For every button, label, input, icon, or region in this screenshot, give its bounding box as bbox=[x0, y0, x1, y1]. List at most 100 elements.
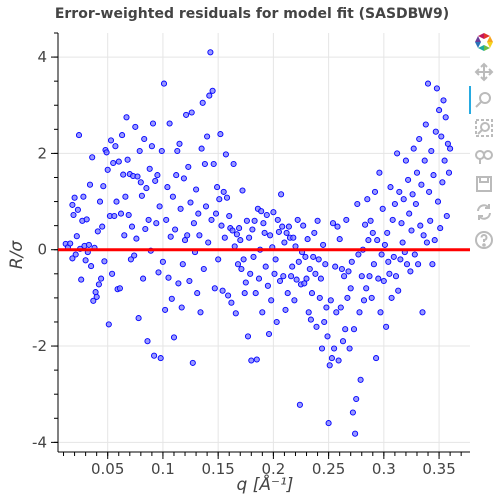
x-tick-label: 0.1 bbox=[151, 460, 175, 478]
data-point bbox=[234, 261, 242, 268]
data-point bbox=[218, 222, 225, 229]
data-point bbox=[168, 295, 175, 302]
data-point bbox=[408, 227, 415, 234]
data-point bbox=[180, 175, 187, 182]
data-point bbox=[242, 279, 249, 286]
data-point bbox=[176, 140, 183, 147]
data-point bbox=[162, 306, 169, 313]
data-point bbox=[136, 147, 143, 155]
data-point bbox=[83, 216, 90, 223]
data-point bbox=[323, 304, 330, 311]
data-point bbox=[445, 169, 453, 176]
data-point bbox=[178, 304, 185, 311]
data-point bbox=[308, 290, 316, 297]
data-point bbox=[206, 92, 213, 99]
data-point bbox=[238, 265, 245, 273]
data-point bbox=[356, 309, 363, 316]
data-point bbox=[268, 297, 275, 304]
data-point bbox=[431, 237, 438, 244]
y-tick-label: 2 bbox=[37, 144, 47, 162]
data-point bbox=[186, 277, 193, 285]
data-point bbox=[294, 216, 301, 223]
data-point bbox=[123, 114, 130, 121]
data-point bbox=[96, 198, 104, 205]
data-point bbox=[184, 232, 191, 239]
bokeh-logo-icon[interactable] bbox=[470, 28, 498, 56]
x-tick-label: 0.05 bbox=[91, 460, 124, 478]
data-point bbox=[85, 241, 92, 248]
data-point bbox=[391, 200, 398, 208]
data-point bbox=[259, 309, 266, 316]
data-point bbox=[417, 222, 424, 229]
data-point bbox=[70, 211, 77, 219]
data-point bbox=[210, 160, 217, 168]
data-point bbox=[72, 251, 79, 258]
data-point bbox=[291, 297, 298, 304]
data-point bbox=[225, 292, 232, 299]
x-tick-label: 0.35 bbox=[422, 460, 455, 478]
data-point bbox=[366, 273, 373, 280]
data-point bbox=[135, 315, 142, 322]
pan-icon[interactable] bbox=[470, 58, 498, 86]
data-point bbox=[392, 273, 400, 280]
data-point bbox=[311, 229, 318, 236]
data-point bbox=[353, 395, 360, 403]
data-point bbox=[95, 281, 102, 288]
data-point bbox=[289, 263, 296, 270]
data-point bbox=[349, 409, 356, 416]
data-point bbox=[397, 256, 404, 263]
data-point bbox=[144, 338, 151, 345]
reset-icon[interactable] bbox=[470, 198, 498, 226]
data-point bbox=[196, 232, 203, 239]
data-point bbox=[433, 85, 440, 92]
data-point bbox=[267, 232, 274, 239]
data-point bbox=[422, 121, 429, 128]
save-icon[interactable] bbox=[470, 170, 498, 198]
data-point bbox=[69, 255, 76, 262]
data-point bbox=[274, 216, 281, 223]
data-point bbox=[153, 220, 160, 227]
data-point bbox=[104, 166, 111, 173]
data-point bbox=[143, 185, 150, 192]
data-point bbox=[347, 285, 354, 292]
hover-icon[interactable] bbox=[470, 142, 498, 170]
data-point bbox=[188, 109, 195, 116]
data-point bbox=[202, 203, 210, 210]
data-point bbox=[442, 114, 449, 121]
data-point bbox=[332, 263, 339, 270]
data-point bbox=[243, 217, 250, 224]
data-point bbox=[437, 225, 444, 232]
data-points bbox=[62, 49, 454, 437]
data-point bbox=[137, 179, 144, 186]
data-point bbox=[390, 253, 397, 260]
data-point bbox=[355, 251, 362, 258]
data-point bbox=[282, 306, 289, 313]
y-tick-label: 0 bbox=[37, 241, 47, 259]
data-point bbox=[134, 173, 141, 180]
data-point bbox=[86, 181, 94, 188]
data-point bbox=[189, 359, 196, 366]
wheel-zoom-icon[interactable] bbox=[470, 114, 498, 142]
data-point bbox=[362, 221, 369, 228]
help-icon[interactable] bbox=[470, 226, 498, 254]
data-point bbox=[88, 263, 95, 270]
data-point bbox=[394, 150, 401, 157]
data-point bbox=[138, 192, 145, 199]
data-point bbox=[252, 290, 259, 297]
data-point bbox=[434, 198, 442, 205]
data-point bbox=[272, 256, 279, 263]
data-point bbox=[107, 137, 115, 144]
data-point bbox=[383, 323, 390, 330]
data-point bbox=[193, 186, 200, 193]
data-point bbox=[195, 210, 202, 217]
data-point bbox=[160, 80, 168, 87]
data-point bbox=[115, 158, 122, 165]
data-point bbox=[304, 236, 311, 243]
data-point bbox=[411, 251, 418, 258]
box-zoom-icon[interactable] bbox=[470, 86, 498, 114]
data-point bbox=[117, 210, 125, 217]
data-point bbox=[187, 199, 194, 206]
data-point bbox=[199, 99, 206, 106]
data-point bbox=[93, 293, 100, 300]
data-point bbox=[113, 198, 120, 205]
